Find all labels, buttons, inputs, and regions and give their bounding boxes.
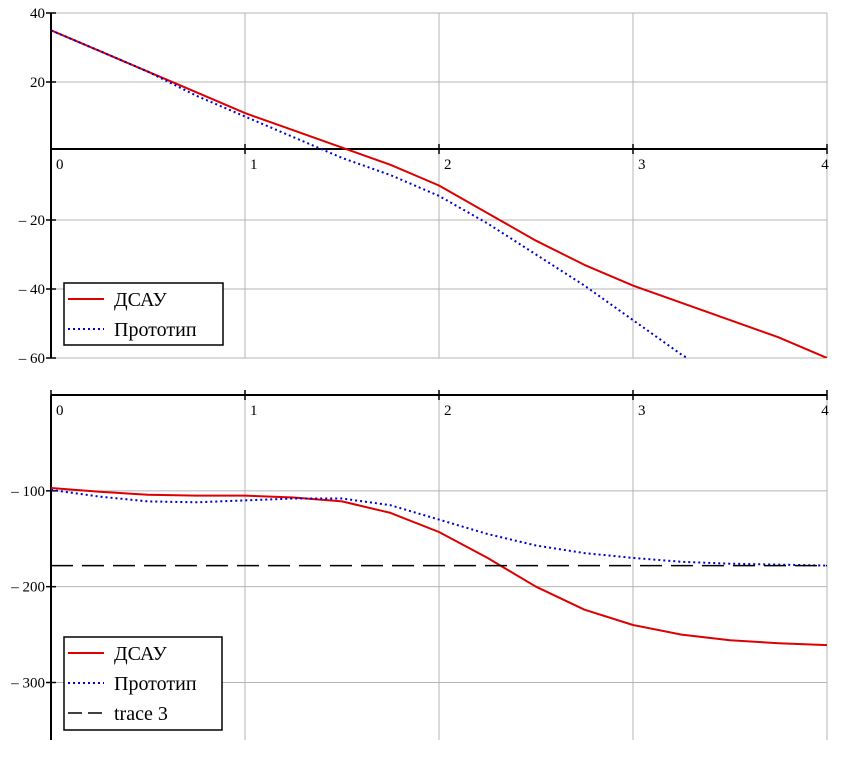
x-tick-label: 0 xyxy=(56,403,64,419)
legend: ДСАУ Прототип xyxy=(63,282,224,346)
y-tick-label: – 40 xyxy=(18,282,45,298)
x-tick-label: 3 xyxy=(638,157,646,173)
legend: ДСАУ Прототип trace 3 xyxy=(63,636,223,731)
y-tick-label: 40 xyxy=(30,6,45,22)
y-tick-label: 20 xyxy=(30,75,45,91)
x-tick-label: 0 xyxy=(56,157,64,173)
legend-label: ДСАУ xyxy=(114,643,168,665)
legend-label: ДСАУ xyxy=(114,289,168,311)
x-tick-label: 3 xyxy=(638,403,646,419)
series-line-2 xyxy=(51,488,827,567)
x-tick-label: 4 xyxy=(821,403,829,419)
series-line-1 xyxy=(51,487,827,647)
chart-2: 0 1 2 3 4 – 100 – 200 – 300 ДСАУ Прототип trace 3 xyxy=(10,390,829,740)
x-tick-label: 2 xyxy=(444,403,452,419)
series-line-1 xyxy=(51,29,827,358)
chart-1: 0 1 2 3 4 40 20 – 20 – 40 – 60 ДСАУ Прототип xyxy=(18,6,830,367)
x-tick-label: 1 xyxy=(250,157,258,173)
y-tick-label: – 60 xyxy=(18,351,45,367)
x-tick-label: 1 xyxy=(250,403,258,419)
y-tick-label: – 20 xyxy=(18,213,45,229)
legend-label: trace 3 xyxy=(114,703,168,725)
legend-label: Прототип xyxy=(114,673,197,695)
legend-box xyxy=(63,282,224,346)
x-tick-label: 4 xyxy=(821,157,829,173)
x-tick-label: 2 xyxy=(444,157,452,173)
y-tick-label: – 100 xyxy=(10,484,45,500)
y-tick-label: – 300 xyxy=(10,676,45,692)
y-tick-label: – 200 xyxy=(10,580,45,596)
legend-label: Прототип xyxy=(114,319,197,341)
